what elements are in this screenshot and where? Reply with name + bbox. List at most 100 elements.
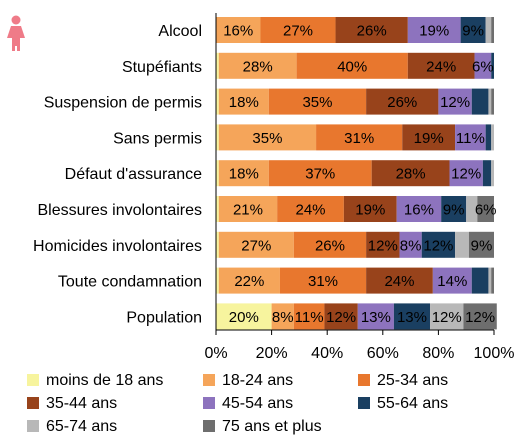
bar-segment — [402, 124, 456, 151]
category-label: Population — [126, 309, 202, 326]
legend-swatch — [27, 420, 39, 432]
data-label: 6% — [472, 58, 494, 75]
x-tick-label: 80% — [422, 345, 454, 362]
legend-swatch — [203, 374, 215, 386]
data-labels-group: 16% 27% 26% 19% 9% 28% 40% 24% 6% 18% 35% 26% 12% 35%… — [223, 23, 496, 326]
bar-segment — [441, 196, 467, 222]
bar-segment — [485, 124, 492, 151]
bar-segment — [477, 196, 494, 222]
bar-segment — [293, 231, 367, 258]
bar-segment — [463, 303, 497, 330]
data-label: 11% — [295, 309, 324, 326]
legend-label: 25-34 ans — [377, 372, 448, 389]
bar-segment — [432, 267, 472, 294]
bar-segment — [491, 160, 494, 187]
data-label: 22% — [234, 273, 264, 290]
bar-segment — [218, 196, 278, 222]
bar-segment — [268, 88, 367, 115]
data-label: 19% — [414, 130, 444, 147]
bar-segment — [335, 17, 408, 43]
bar-segment — [218, 267, 280, 294]
bar-segment — [357, 303, 394, 330]
category-label: Suspension de permis — [44, 95, 202, 112]
data-label: 28% — [243, 58, 273, 75]
legend-swatch — [358, 397, 370, 409]
data-label: 11% — [456, 130, 485, 147]
data-label: 26% — [387, 94, 417, 111]
category-label: Homicides involontaires — [33, 238, 202, 255]
data-label: 20% — [229, 309, 259, 326]
bar-segment — [491, 267, 494, 294]
legend-label: 65-74 ans — [46, 418, 117, 435]
bar-segment — [216, 124, 219, 151]
legend-label: 75 ans et plus — [222, 418, 322, 435]
bar-segment — [471, 267, 489, 294]
bar-segment — [218, 124, 317, 151]
data-label: 26% — [315, 237, 345, 254]
data-label: 12% — [368, 237, 398, 254]
x-tick-label: 20% — [256, 345, 288, 362]
legend-swatch — [358, 374, 370, 386]
data-label: 21% — [233, 202, 263, 219]
data-label: 31% — [344, 130, 374, 147]
female-figure-icon — [7, 15, 25, 51]
bar-segment — [366, 231, 400, 258]
data-label: 8% — [400, 237, 422, 254]
x-tick-label: 100% — [474, 345, 515, 362]
data-label: 24% — [296, 202, 326, 219]
bar-segment — [216, 52, 219, 79]
bar-segment — [271, 303, 294, 330]
bar-segment — [216, 17, 261, 43]
data-label: 27% — [283, 23, 313, 40]
x-tick-label: 0% — [204, 345, 227, 362]
bar-segment — [216, 160, 219, 187]
bar-segment — [488, 88, 492, 115]
bar-segment — [396, 196, 442, 222]
bar-segment — [471, 88, 489, 115]
data-label: 16% — [223, 23, 253, 40]
bar-segment — [421, 231, 456, 258]
bar-segment — [474, 52, 492, 79]
bar-segment — [407, 52, 475, 79]
data-label: 19% — [355, 202, 385, 219]
data-label: 24% — [384, 273, 414, 290]
bar-segment — [430, 303, 464, 330]
bar-segment — [455, 124, 486, 151]
legend-label: 18-24 ans — [222, 372, 293, 389]
bars-group — [216, 17, 497, 330]
bar-segment — [316, 124, 403, 151]
bar-segment — [491, 17, 494, 43]
legend-label: 35-44 ans — [46, 395, 117, 412]
bar-segment — [407, 17, 461, 43]
bar-segment — [324, 303, 358, 330]
data-label: 19% — [419, 23, 449, 40]
legend-label: moins de 18 ans — [46, 372, 163, 389]
data-label: 26% — [357, 23, 387, 40]
bar-segment — [399, 231, 422, 258]
category-labels-group: Alcool Stupéfiants Suspension de permis San… — [33, 23, 202, 326]
bar-segment — [343, 196, 397, 222]
data-label: 14% — [437, 273, 467, 290]
data-label: 35% — [302, 94, 332, 111]
data-label: 24% — [426, 58, 456, 75]
data-label: 28% — [396, 166, 426, 183]
bar-segment — [449, 160, 483, 187]
category-label: Blessures involontaires — [37, 202, 202, 219]
category-label: Sans permis — [113, 130, 202, 147]
bar-segment — [216, 267, 219, 294]
category-label: Alcool — [158, 23, 202, 40]
bar-segment — [218, 88, 269, 115]
bar-segment — [279, 267, 367, 294]
bar-segment — [482, 160, 492, 187]
data-label: 8% — [272, 309, 294, 326]
bar-segment — [460, 17, 486, 43]
data-label: 12% — [432, 309, 462, 326]
legend-swatch — [27, 397, 39, 409]
data-label: 35% — [252, 130, 282, 147]
bar-segment — [491, 52, 494, 79]
data-label: 31% — [308, 273, 338, 290]
legend-label: 55-64 ans — [377, 395, 448, 412]
x-tick-label: 40% — [311, 345, 343, 362]
legend-label: 45-54 ans — [222, 395, 293, 412]
